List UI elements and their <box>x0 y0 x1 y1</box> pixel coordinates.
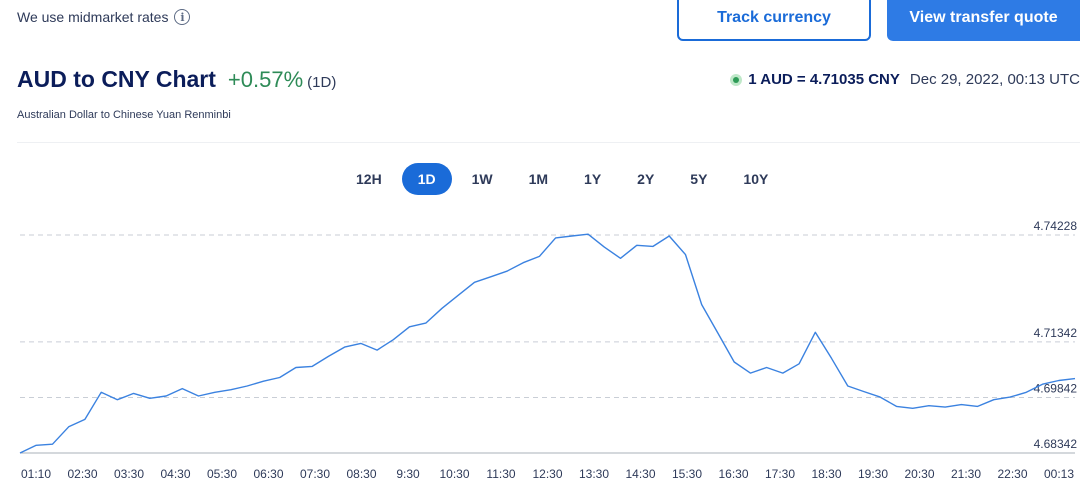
range-1y[interactable]: 1Y <box>584 171 602 187</box>
info-icon[interactable]: i <box>174 9 191 25</box>
change-percent: +0.57% <box>227 67 304 92</box>
live-rate: 1 AUD = 4.71035 CNY Dec 29, 2022, 00:13 … <box>730 71 1080 88</box>
track-currency-button[interactable]: Track currency <box>677 0 871 41</box>
divider <box>17 142 1080 143</box>
x-tick-label: 14:30 <box>625 467 655 481</box>
x-tick-label: 03:30 <box>114 467 144 481</box>
page-title: AUD to CNY Chart <box>17 66 216 92</box>
page-subtitle: Australian Dollar to Chinese Yuan Renmin… <box>17 109 231 121</box>
view-transfer-quote-button[interactable]: View transfer quote <box>887 0 1080 41</box>
x-tick-label: 02:30 <box>67 467 97 481</box>
range-12h[interactable]: 12H <box>356 171 382 187</box>
x-tick-label: 08:30 <box>346 467 376 481</box>
x-tick-label: 17:30 <box>765 467 795 481</box>
x-tick-label: 18:30 <box>811 467 841 481</box>
range-1m[interactable]: 1M <box>528 171 549 187</box>
top-bar: We use midmarket rates i Track currency … <box>0 0 1080 42</box>
series-line <box>19 233 1076 454</box>
rate-line-chart[interactable]: 4.74228 4.71342 4.69842 4.68342 01:10 02:30 03… <box>0 215 1080 489</box>
rate-timestamp: Dec 29, 2022, 00:13 UTC <box>909 71 1080 88</box>
x-tick-label: 04:30 <box>160 467 190 481</box>
x-tick-label: 12:30 <box>532 467 562 481</box>
x-tick-label: 05:30 <box>207 467 237 481</box>
x-tick-label: 10:30 <box>439 467 469 481</box>
x-tick-label: 13:30 <box>579 467 609 481</box>
x-tick-label: 15:30 <box>672 467 702 481</box>
rates-note-text: We use midmarket rates <box>17 9 169 25</box>
x-tick-label: 00:13 <box>1044 467 1074 481</box>
live-status-icon <box>730 73 743 86</box>
title-row: AUD to CNY Chart +0.57% (1D) <box>17 66 336 93</box>
range-1d[interactable]: 1D <box>401 163 452 195</box>
x-tick-label: 16:30 <box>718 467 748 481</box>
y-tick-label: 4.71342 <box>1034 326 1078 340</box>
range-10y[interactable]: 10Y <box>743 171 769 187</box>
rate-value: 1 AUD = 4.71035 CNY <box>748 71 900 88</box>
x-tick-label: 21:30 <box>951 467 981 481</box>
range-selector: 12H 1D 1W 1M 1Y 2Y 5Y 10Y <box>340 163 788 195</box>
change-period: (1D) <box>307 74 337 91</box>
x-tick-label: 20:30 <box>904 467 934 481</box>
y-tick-label: 4.68342 <box>1034 437 1078 451</box>
x-tick-label: 19:30 <box>858 467 888 481</box>
y-tick-label: 4.74228 <box>1034 219 1078 233</box>
x-tick-label: 9:30 <box>396 467 420 481</box>
x-tick-label: 06:30 <box>253 467 283 481</box>
y-tick-label: 4.69842 <box>1034 381 1078 395</box>
x-tick-label: 11:30 <box>486 467 515 481</box>
range-1w[interactable]: 1W <box>471 171 493 187</box>
x-tick-label: 22:30 <box>997 467 1027 481</box>
range-2y[interactable]: 2Y <box>637 171 655 187</box>
x-tick-label: 07:30 <box>300 467 330 481</box>
range-5y[interactable]: 5Y <box>690 171 708 187</box>
x-tick-label: 01:10 <box>21 467 51 481</box>
rates-note: We use midmarket rates i <box>17 9 191 25</box>
